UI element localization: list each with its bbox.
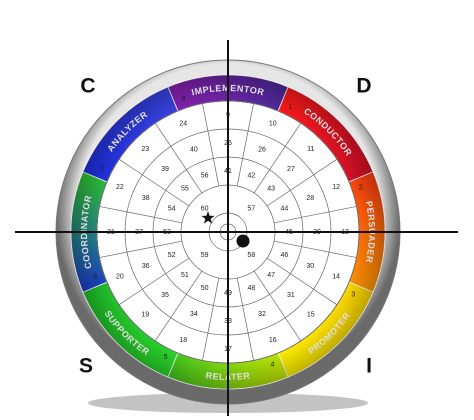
cell-number: 19 [141, 312, 149, 319]
quadrant-letter: C [80, 75, 95, 98]
cell-number: 20 [116, 274, 124, 281]
cell-number: 11 [307, 146, 314, 153]
star-marker [201, 211, 215, 224]
cell-number: 15 [307, 312, 315, 319]
cell-number: 38 [142, 195, 150, 202]
spoke [118, 158, 190, 207]
cell-number: 16 [269, 337, 277, 344]
cell-number: 39 [161, 166, 169, 173]
spoke [266, 257, 338, 306]
spoke [274, 206, 357, 224]
cell-number: 43 [267, 186, 275, 193]
cell-number: 57 [247, 206, 255, 213]
cell-number: 51 [181, 272, 189, 279]
spoke [154, 270, 203, 342]
spoke [253, 270, 302, 342]
cell-number: 36 [142, 263, 150, 270]
cell-number: 58 [247, 252, 255, 259]
dot-marker [236, 234, 250, 248]
cell-number: 60 [201, 206, 209, 213]
spoke [99, 206, 182, 224]
cell-number: 34 [190, 311, 198, 318]
cell-number: 52 [168, 252, 176, 259]
cell-number: 31 [287, 292, 295, 299]
cell-number: 23 [141, 146, 149, 153]
cell-number: 35 [161, 292, 169, 299]
spoke [118, 257, 190, 306]
cell-number: 56 [201, 172, 209, 179]
spoke [236, 103, 254, 186]
spoke [266, 158, 338, 207]
spoke [274, 240, 357, 258]
cell-number: 22 [116, 184, 124, 191]
cell-number: 26 [258, 147, 266, 154]
cell-number: 42 [247, 172, 255, 179]
cell-number: 30 [306, 263, 314, 270]
cell-number: 18 [179, 337, 187, 344]
quadrant-letter: S [79, 355, 93, 378]
spoke [154, 122, 203, 194]
cell-number: 47 [267, 272, 275, 279]
cell-number: 50 [201, 285, 209, 292]
cell-number: 54 [168, 206, 176, 213]
cell-number: 40 [190, 147, 198, 154]
quadrant-letter: I [366, 355, 372, 378]
cell-number: 59 [201, 252, 209, 259]
cell-number: 32 [258, 311, 266, 318]
cell-number: 12 [332, 184, 340, 191]
spoke [99, 240, 182, 258]
cell-number: 44 [280, 206, 288, 213]
spoke [202, 278, 220, 361]
quadrant-letter: D [356, 75, 371, 98]
cell-number: 10 [269, 121, 277, 128]
cell-number: 55 [181, 186, 189, 193]
spoke [236, 278, 254, 361]
cell-number: 24 [179, 121, 187, 128]
cell-number: 14 [332, 274, 340, 281]
cell-number: 46 [280, 252, 288, 259]
cell-number: 28 [306, 195, 314, 202]
spoke [202, 103, 220, 186]
cell-number: 48 [247, 285, 255, 292]
cell-number: 27 [287, 166, 295, 173]
spoke [253, 122, 302, 194]
